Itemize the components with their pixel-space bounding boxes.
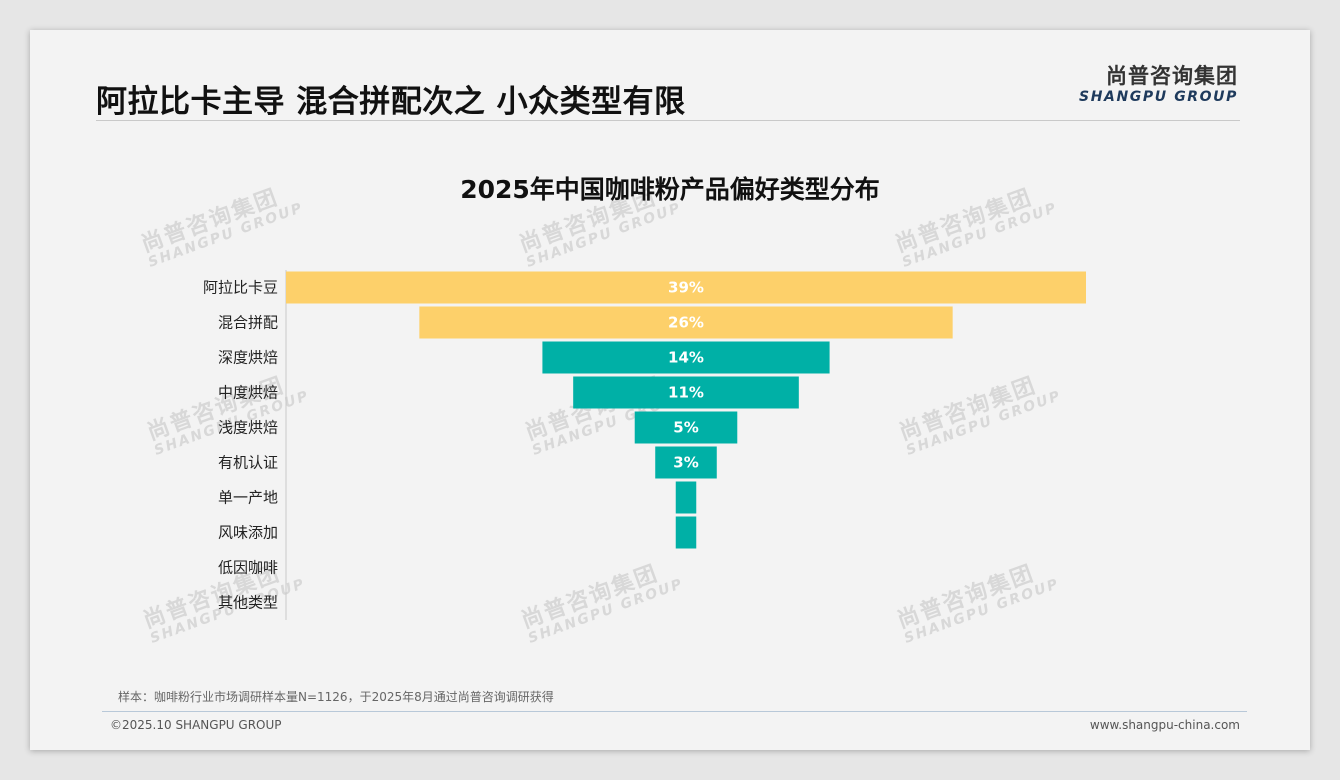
funnel-bar-chart: 阿拉比卡豆 39% 混合拼配 26% 深度烘焙 14% 中度烘焙 11% 浅度烘焙 5% 有机认证 3… — [203, 270, 1086, 620]
bar — [419, 306, 953, 339]
brand-name-en: SHANGPU GROUP — [1079, 89, 1238, 105]
category-label: 阿拉比卡豆 — [203, 279, 278, 297]
brand-logo: 尚普咨询集团 SHANGPU GROUP — [1079, 64, 1238, 106]
category-label: 浅度烘焙 — [218, 419, 278, 437]
data-label: 14% — [668, 349, 704, 367]
slide: 尚普咨询集团 SHANGPU GROUP 尚普咨询集团 SHANGPU GROUP … — [30, 30, 1310, 750]
data-label: 3% — [673, 454, 698, 472]
category-label: 深度烘焙 — [218, 349, 278, 367]
bar — [542, 341, 830, 374]
category-label: 中度烘焙 — [218, 384, 278, 402]
data-label: 11% — [668, 384, 704, 402]
footer-url: www.shangpu-china.com — [1089, 718, 1240, 732]
data-label: 5% — [673, 419, 698, 437]
data-label: 39% — [668, 279, 704, 297]
bar — [286, 271, 1086, 304]
bar — [655, 446, 717, 479]
category-label: 有机认证 — [218, 454, 278, 472]
footer-copyright: ©2025.10 SHANGPU GROUP — [110, 718, 282, 732]
category-label: 低因咖啡 — [218, 559, 278, 577]
bar — [675, 516, 697, 549]
page-title: 阿拉比卡主导 混合拼配次之 小众类型有限 — [96, 84, 686, 120]
footer-divider — [102, 711, 1247, 712]
brand-name-cn: 尚普咨询集团 — [1106, 64, 1238, 88]
title-divider — [96, 120, 1240, 121]
category-label: 风味添加 — [218, 524, 278, 542]
category-label: 其他类型 — [218, 594, 278, 612]
bar — [634, 411, 738, 444]
data-label: 26% — [668, 314, 704, 332]
bar — [675, 481, 697, 514]
sample-note: 样本：咖啡粉行业市场调研样本量N=1126，于2025年8月通过尚普咨询调研获得 — [118, 690, 554, 704]
category-label: 单一产地 — [218, 489, 278, 507]
bar — [573, 376, 799, 409]
chart-title: 2025年中国咖啡粉产品偏好类型分布 — [460, 175, 880, 204]
category-label: 混合拼配 — [218, 314, 278, 332]
